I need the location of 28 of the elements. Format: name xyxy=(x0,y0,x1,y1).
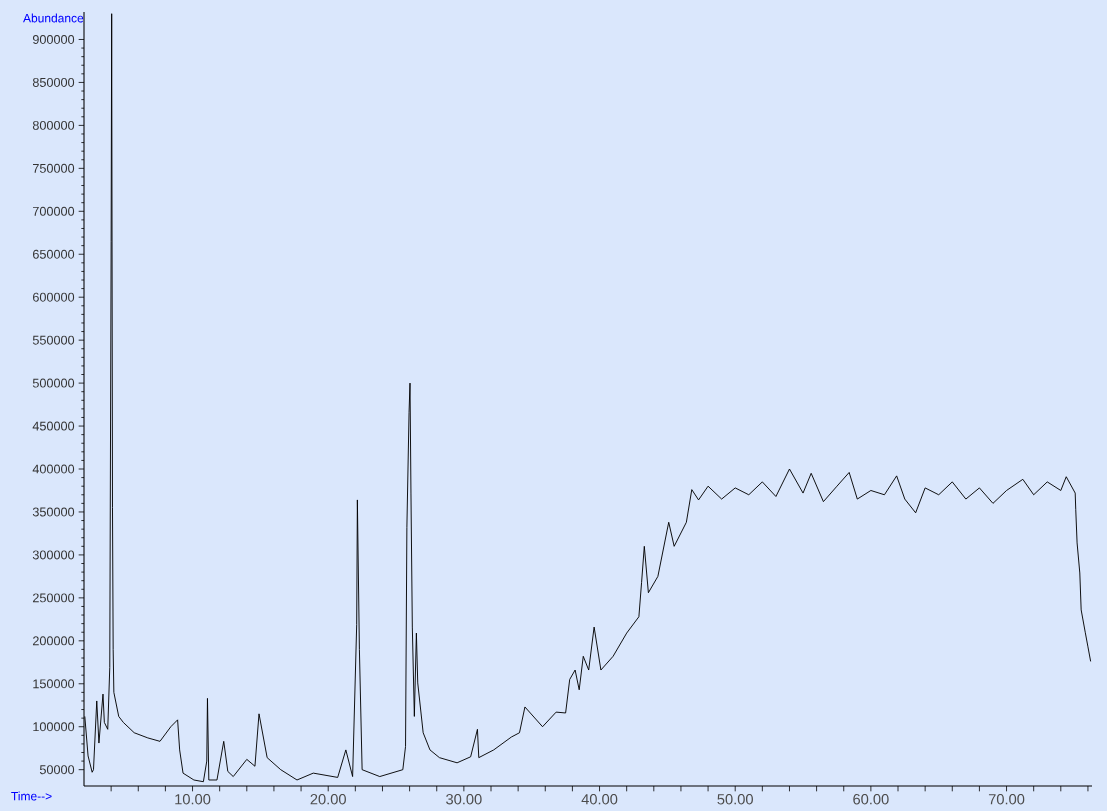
x-tick-label: 30.00 xyxy=(446,794,482,805)
line-series xyxy=(84,13,1092,783)
y-tick-label: 850000 xyxy=(32,77,75,87)
y-tick-label: 200000 xyxy=(32,636,75,646)
x-tick-label: 20.00 xyxy=(310,794,346,805)
y-tick-label: 650000 xyxy=(33,249,75,259)
x-tick-label: 10.00 xyxy=(175,794,211,805)
y-tick-label: 350000 xyxy=(32,507,75,517)
y-tick-label: 400000 xyxy=(32,464,75,474)
y-tick-label: 800000 xyxy=(32,120,75,130)
x-tick-label: 60.00 xyxy=(853,794,889,805)
y-tick-label: 500000 xyxy=(32,378,75,388)
y-tick-label: 750000 xyxy=(33,163,75,173)
y-tick-label: 300000 xyxy=(32,550,75,560)
y-tick-label: 600000 xyxy=(33,292,75,302)
y-tick-label: 450000 xyxy=(32,421,75,431)
x-tick-label: 40.00 xyxy=(581,794,618,805)
y-tick-label: 550000 xyxy=(32,335,75,345)
y-axis-title: Abundance xyxy=(23,13,84,23)
y-tick-label: 900000 xyxy=(32,34,75,44)
y-tick-label: 700000 xyxy=(33,206,75,216)
y-tick-label: 100000 xyxy=(33,722,75,732)
y-tick-label: 150000 xyxy=(33,679,75,689)
x-tick-label: 50.00 xyxy=(717,794,753,805)
y-tick-label: 250000 xyxy=(32,593,75,603)
x-tick-label: 70.00 xyxy=(988,794,1025,805)
x-axis-title: Time--> xyxy=(11,791,52,801)
y-tick-label: 50000 xyxy=(39,765,75,775)
